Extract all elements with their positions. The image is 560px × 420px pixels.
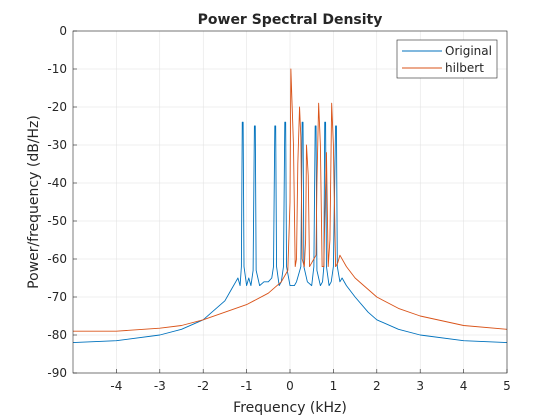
series-line-original [72,121,508,344]
y-tick-label: -80 [47,328,67,342]
series-line-hilbert [73,68,508,332]
y-tick-label: -40 [47,176,67,190]
x-axis-title: Frequency (kHz) [233,400,347,416]
legend-box [396,39,498,79]
y-tick-label: -70 [47,290,67,304]
y-tick-label: -10 [47,62,67,76]
x-tick-label: -4 [110,379,122,393]
legend-label-original: Original [445,44,492,58]
ticks: -4 -3 -2 -1 0 1 2 3 4 50-10-20-30-40-50-60-70-80-… [47,24,510,393]
x-tick-label: 3 [416,379,424,393]
plot-area: -4 -3 -2 -1 0 1 2 3 4 50-10-20-30-40-50-60-70-80-… [47,24,510,393]
y-axis-title: Power/frequency (dB/Hz) [26,115,42,289]
x-tick-label: 0 [286,379,294,393]
series-layer [72,68,508,344]
x-tick-label: -3 [154,379,166,393]
x-tick-label: 1 [330,379,338,393]
y-tick-label: -30 [47,138,67,152]
y-tick-label: -20 [47,100,67,114]
legend: Original hilbert [396,39,498,79]
x-tick-label: 4 [460,379,468,393]
legend-label-hilbert: hilbert [445,61,484,75]
y-tick-label: -90 [47,366,67,380]
y-tick-label: -50 [47,214,67,228]
x-tick-label: 2 [373,379,381,393]
y-tick-label: 0 [59,24,67,38]
x-tick-label: 5 [503,379,511,393]
chart-title: Power Spectral Density [198,12,383,28]
x-tick-label: -2 [197,379,209,393]
y-tick-label: -60 [47,252,67,266]
x-tick-label: -1 [241,379,253,393]
